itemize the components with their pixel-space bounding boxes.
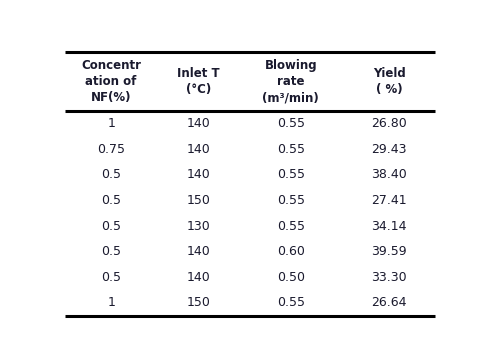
Text: Yield
( %): Yield ( %) <box>373 67 406 96</box>
Text: 140: 140 <box>186 143 210 156</box>
Text: 0.55: 0.55 <box>277 117 305 130</box>
Text: 1: 1 <box>107 117 115 130</box>
Text: Blowing
rate
(m³/min): Blowing rate (m³/min) <box>263 59 319 104</box>
Text: 150: 150 <box>186 296 210 309</box>
Text: 0.55: 0.55 <box>277 143 305 156</box>
Text: 130: 130 <box>186 219 210 233</box>
Text: 0.55: 0.55 <box>277 296 305 309</box>
Text: 0.75: 0.75 <box>97 143 125 156</box>
Text: 0.5: 0.5 <box>101 271 121 284</box>
Text: 0.5: 0.5 <box>101 245 121 258</box>
Text: 38.40: 38.40 <box>371 169 407 181</box>
Text: 26.64: 26.64 <box>371 296 407 309</box>
Text: 140: 140 <box>186 245 210 258</box>
Text: 27.41: 27.41 <box>371 194 407 207</box>
Text: 0.5: 0.5 <box>101 219 121 233</box>
Text: 140: 140 <box>186 117 210 130</box>
Text: 34.14: 34.14 <box>371 219 407 233</box>
Text: 0.60: 0.60 <box>277 245 305 258</box>
Text: 0.55: 0.55 <box>277 219 305 233</box>
Text: 29.43: 29.43 <box>371 143 407 156</box>
Text: 150: 150 <box>186 194 210 207</box>
Text: 0.5: 0.5 <box>101 194 121 207</box>
Text: Concentr
ation of
NF(%): Concentr ation of NF(%) <box>81 59 141 104</box>
Text: 0.50: 0.50 <box>277 271 305 284</box>
Text: 1: 1 <box>107 296 115 309</box>
Text: 140: 140 <box>186 169 210 181</box>
Text: 0.55: 0.55 <box>277 194 305 207</box>
Text: Inlet T
(°C): Inlet T (°C) <box>177 67 220 96</box>
Text: 33.30: 33.30 <box>371 271 407 284</box>
Text: 140: 140 <box>186 271 210 284</box>
Text: 39.59: 39.59 <box>371 245 407 258</box>
Text: 26.80: 26.80 <box>371 117 407 130</box>
Text: 0.5: 0.5 <box>101 169 121 181</box>
Text: 0.55: 0.55 <box>277 169 305 181</box>
